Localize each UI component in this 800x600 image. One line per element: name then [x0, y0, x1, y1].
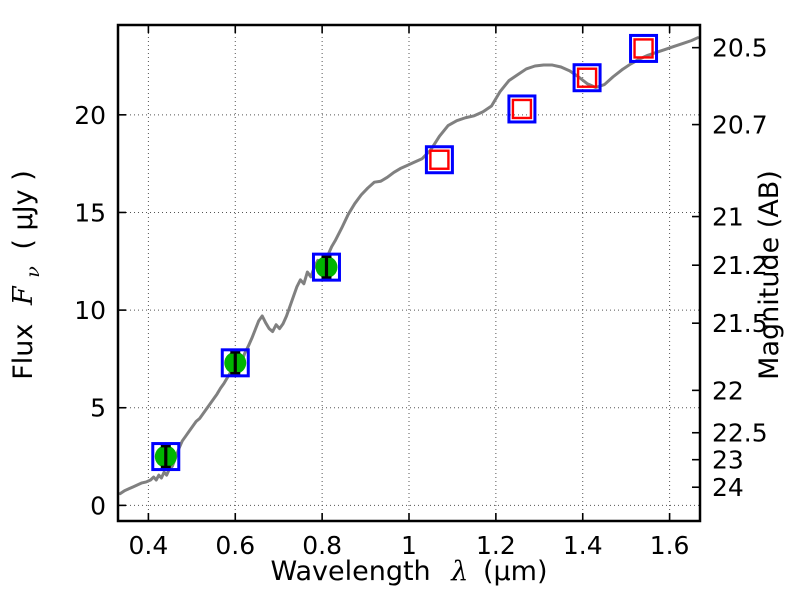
- y-tick-label: 0: [90, 491, 106, 520]
- data-point-marker: [572, 63, 602, 93]
- right-axis-tick-label: 22: [712, 376, 744, 405]
- data-point-marker: [629, 33, 659, 63]
- y-axis-label-unit: ( μJy ): [8, 170, 39, 249]
- right-axis-tick-label: 23: [712, 446, 744, 475]
- marker-blue-square: [151, 442, 181, 472]
- axis-ticks: [118, 25, 700, 521]
- marker-blue-square: [311, 252, 341, 282]
- data-point-marker: [424, 145, 454, 175]
- right-axis-tick-label: 24: [712, 473, 744, 502]
- spectrum-curve-group: [118, 36, 700, 496]
- x-tick-label: 1.6: [650, 531, 690, 560]
- marker-blue-square: [507, 94, 537, 124]
- y-axis-label-f: F: [8, 285, 39, 306]
- right-axis-tick-label: 21.2: [712, 251, 768, 280]
- x-tick-label: 1.2: [476, 531, 516, 560]
- y-tick-labels: 0 5 10 15 20: [74, 101, 106, 521]
- marker-red-square: [429, 149, 450, 170]
- marker-blue-square: [220, 348, 250, 378]
- marker-errorbar: [230, 350, 241, 376]
- x-tick-label: 0.8: [302, 531, 342, 560]
- y-axis-label-left: Flux F ν ( μJy ): [8, 170, 46, 380]
- x-tick-label: 0.4: [129, 531, 169, 560]
- right-axis-tick-label: 22.5: [712, 419, 768, 448]
- data-point-marker: [507, 94, 537, 124]
- data-point-marker: [311, 252, 341, 282]
- marker-red-square: [633, 38, 654, 59]
- marker-blue-square: [572, 63, 602, 93]
- y-axis-label-nu: ν: [22, 266, 44, 278]
- y-tick-label: 5: [90, 394, 106, 423]
- data-point-marker: [151, 442, 181, 472]
- x-tick-label: 0.6: [215, 531, 255, 560]
- marker-red-square: [511, 98, 533, 120]
- marker-blue-square: [629, 33, 659, 63]
- right-axis-tick-label: 20.5: [712, 34, 768, 63]
- spectrum-line: [118, 36, 700, 496]
- x-axis-label-prefix: Wavelength: [270, 556, 430, 587]
- y-axis-label-prefix: Flux: [8, 324, 39, 380]
- right-axis-tick-label: 21: [712, 203, 744, 232]
- x-tick-labels: 0.4 0.6 0.8 1 1.2 1.4 1.6: [129, 531, 690, 560]
- x-axis-label: Wavelength λ (μm): [270, 556, 547, 587]
- right-axis-tick-label: 21.5: [712, 309, 768, 338]
- y-axis-label-right: Magnitude (AB): [754, 170, 785, 380]
- y-tick-label: 15: [74, 198, 106, 227]
- x-axis-label-lambda: λ: [450, 556, 468, 587]
- y-tick-label: 20: [74, 101, 106, 130]
- marker-blue-square: [424, 145, 454, 175]
- data-markers-group: [151, 33, 659, 472]
- x-axis-label-unit: (μm): [483, 556, 548, 587]
- x-tick-label: 1: [401, 531, 417, 560]
- data-point-marker: [220, 348, 250, 378]
- x-tick-label: 1.4: [563, 531, 603, 560]
- right-axis-tick-label: 20.7: [712, 111, 768, 140]
- marker-red-square: [576, 67, 598, 88]
- marker-errorbar: [321, 254, 332, 280]
- y-tick-label: 10: [74, 296, 106, 325]
- marker-errorbar: [160, 444, 171, 469]
